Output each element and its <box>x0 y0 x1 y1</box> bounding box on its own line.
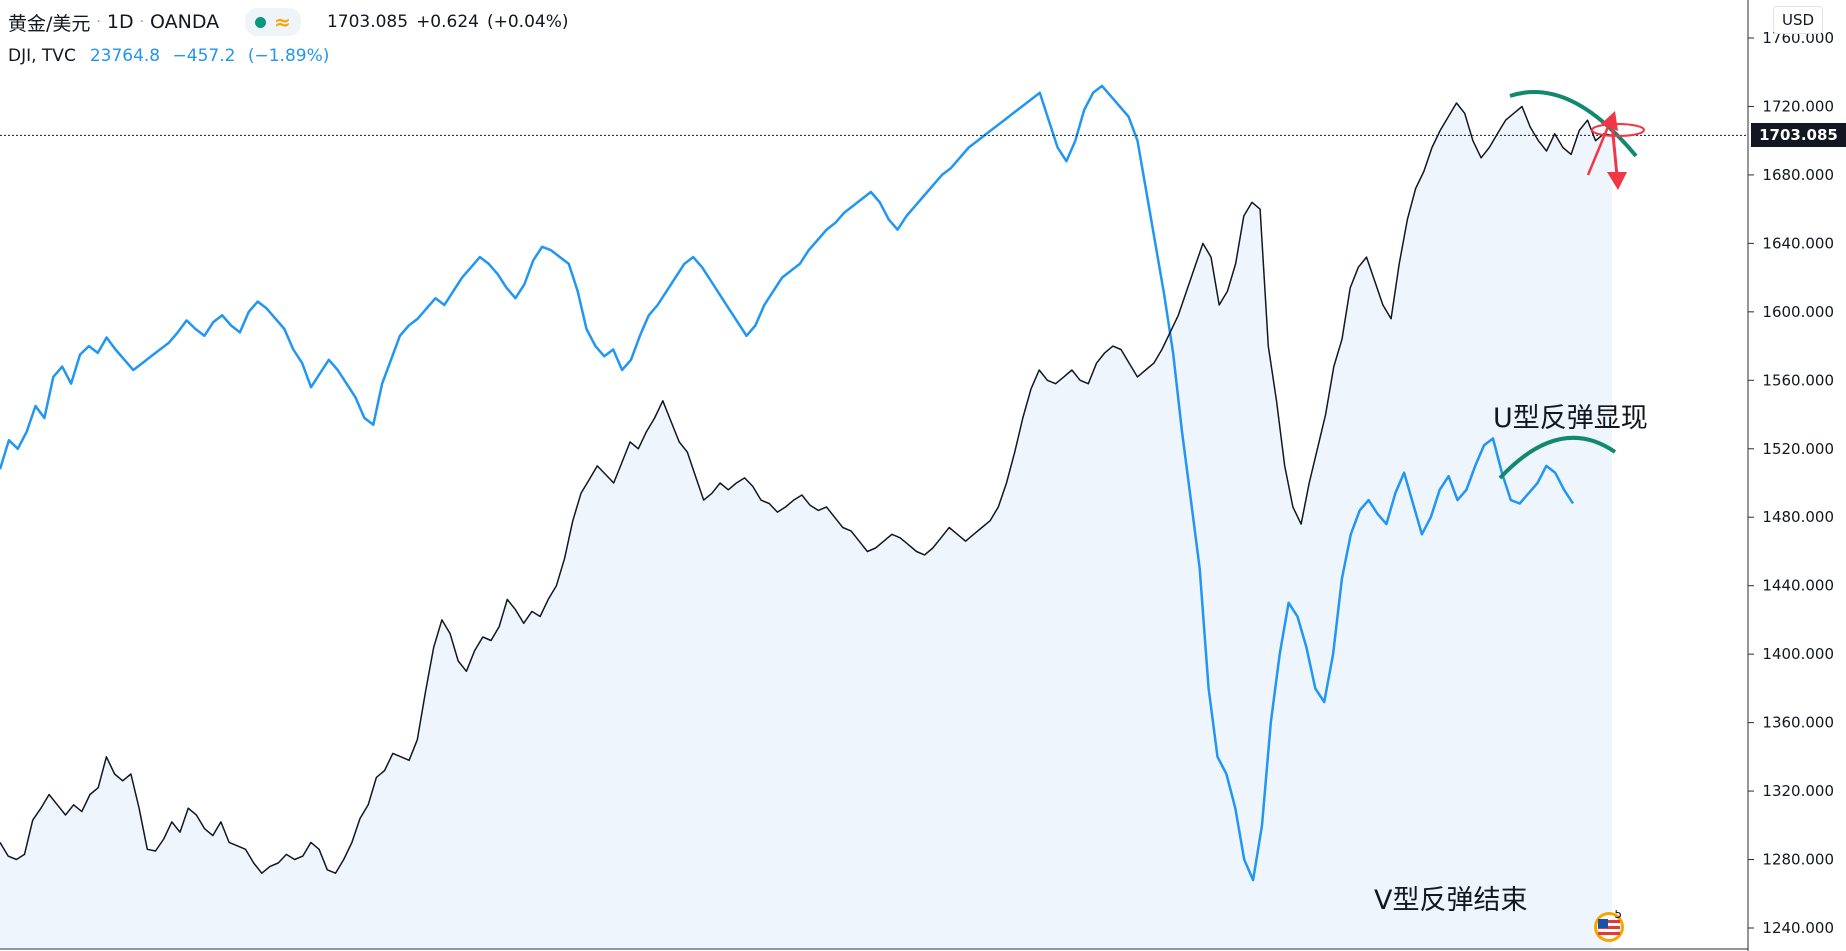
market-open-dot-icon <box>255 16 267 28</box>
market-status-pill[interactable]: ≈ <box>245 8 301 36</box>
price-tick-label: 1240.000 <box>1762 919 1834 937</box>
drawings-layer <box>1498 90 1645 480</box>
price-tick-label: 1320.000 <box>1762 782 1834 800</box>
symbol-legend: 黄金/美元 · 1D · OANDA ≈ 1703.085 +0.624 (+0… <box>8 8 569 36</box>
u-arc-bottom-drawing[interactable] <box>1498 436 1617 480</box>
compare-values: 23764.8 −457.2 (−1.89%) <box>90 46 337 66</box>
price-axis-ticks: 1760.0001720.0001680.0001640.0001600.000… <box>1748 29 1834 937</box>
price-tick-label: 1640.000 <box>1762 234 1834 252</box>
red-arrow-down-shaft[interactable] <box>1610 123 1619 177</box>
compare-change-pct: (−1.89%) <box>247 46 330 66</box>
approx-wave-icon: ≈ <box>274 10 291 34</box>
current-price-badge: 1703.085 <box>1751 123 1846 148</box>
compare-legend: DJI, TVC 23764.8 −457.2 (−1.89%) <box>8 44 336 68</box>
notification-count: 5 <box>1614 910 1622 921</box>
chart-frame <box>0 0 1749 951</box>
red-ellipse-drawing[interactable] <box>1591 123 1645 137</box>
red-arrow-up-head <box>1601 111 1618 131</box>
price-tick-label: 1600.000 <box>1762 303 1834 321</box>
price-tick-label: 1440.000 <box>1762 577 1834 595</box>
price-change-value: +0.624 <box>416 12 479 32</box>
price-tick-label: 1520.000 <box>1762 440 1834 458</box>
u-rebound-annotation[interactable]: U型反弹显现 <box>1493 403 1648 434</box>
price-tick-label: 1560.000 <box>1762 371 1834 389</box>
red-arrow-up-shaft[interactable] <box>1586 121 1612 176</box>
u-arc-top-drawing[interactable] <box>1509 90 1638 158</box>
price-tick-label: 1720.000 <box>1762 97 1834 115</box>
price-tick-label: 1480.000 <box>1762 508 1834 526</box>
us-flag-notification-icon[interactable]: 5 <box>1592 910 1626 944</box>
legend-separator: · <box>96 14 101 30</box>
legend-separator: · <box>139 14 145 30</box>
gold-area-fill <box>0 103 1612 948</box>
symbol-name[interactable]: 黄金/美元 <box>8 12 91 35</box>
v-rebound-annotation[interactable]: V型反弹结束 <box>1374 885 1528 916</box>
source-label[interactable]: OANDA <box>150 11 220 33</box>
compare-change: −457.2 <box>172 46 236 66</box>
price-tick-label: 1280.000 <box>1762 851 1834 869</box>
last-price-value: 1703.085 <box>326 12 409 32</box>
price-tick-label: 1360.000 <box>1762 714 1834 732</box>
red-arrow-down-head <box>1607 172 1627 190</box>
price-tick-label: 1680.000 <box>1762 166 1834 184</box>
price-change-pct: (+0.04%) <box>486 12 569 32</box>
dji-series-line <box>0 84 1575 882</box>
price-tick-label: 1400.000 <box>1762 645 1834 663</box>
compare-value: 23764.8 <box>89 46 161 66</box>
interval-label[interactable]: 1D <box>106 11 134 33</box>
gold-series-line <box>0 102 1613 874</box>
compare-symbol-name[interactable]: DJI, TVC <box>8 46 76 66</box>
currency-button[interactable]: USD <box>1773 6 1823 34</box>
